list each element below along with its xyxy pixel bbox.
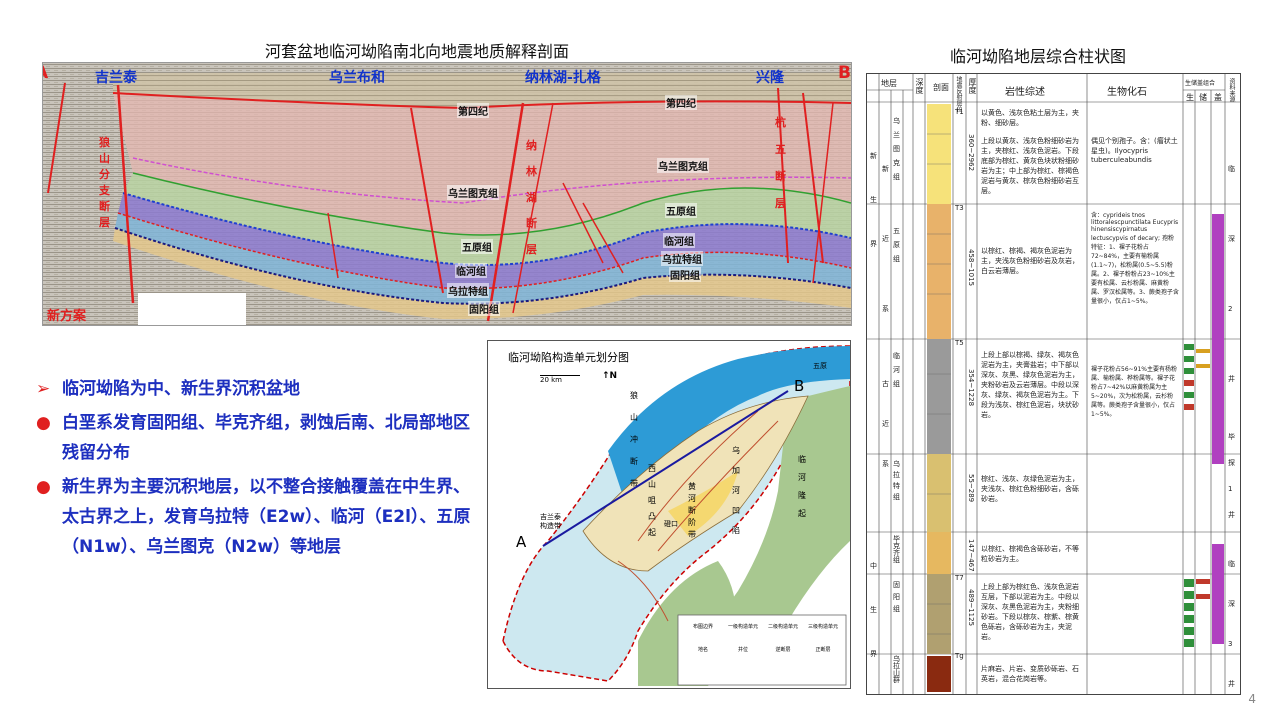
seismic-title: 河套盆地临河坳陷南北向地震地质解释剖面 (265, 42, 570, 61)
scheme-label: 新方案 (47, 309, 87, 324)
hdr-thickness: 厚度 (968, 78, 977, 94)
place-dengkou: 磴口 (664, 520, 678, 528)
fm-guyang-2: 固阳组 (669, 267, 701, 282)
lith-8: 片麻岩、片岩、变质砂砾岩、石英岩，混合花岗岩等。 (981, 665, 1079, 683)
fm-label-guyang: 固阳组 (893, 581, 900, 613)
reflector-tg: Tg (955, 652, 964, 660)
bullet-2: ● 白垩系发育固阳组、毕克齐组，剥蚀后南、北局部地区残留分布 (36, 413, 470, 463)
fm-wulantuke-2: 乌兰图克组 (657, 158, 709, 173)
system-neogene: 新近系 (882, 165, 889, 313)
place-nalinhu-zhage: 纳林湖-扎格 (525, 70, 601, 86)
blank-mask (138, 293, 246, 325)
unit-linhe-uplift: 临河隆起 (798, 455, 806, 518)
fm-linhe-2: 临河组 (663, 233, 695, 248)
fm-wulantuke-1: 乌兰图克组 (447, 185, 499, 200)
column-title: 临河坳陷地层综合柱状图 (950, 47, 1127, 66)
fm-guyang-1: 固阳组 (468, 301, 500, 316)
hdr-wells: 资料来源 (1228, 78, 1235, 102)
fault-label-left: 狼山分 支断层 (99, 136, 110, 229)
unit-langshan: 狼山冲断带 (630, 391, 638, 488)
column-grid (867, 74, 1240, 694)
hdr-section: 剖面 (933, 83, 949, 92)
hdr-strata: 地层 (881, 79, 897, 88)
unit-huanghe: 黄河断阶带 (688, 482, 696, 539)
fault-label-right: 杭五断 层 (775, 116, 786, 210)
map-end-a: A (516, 533, 527, 551)
map-legend: 布图边界 一级构造单元 二级构造单元 三级构造单元 地名 井位 逆断层 正断层 (692, 624, 838, 653)
thick-5: 147~467 (967, 539, 975, 572)
structure-map: 临河坳陷构造单元划分图 20 km ↑N A B 狼山冲断带 西山咀凸起 吉兰泰… (487, 340, 851, 689)
thick-6: 489~1125 (967, 589, 975, 627)
place-wulanbuhe: 乌兰布和 (329, 70, 385, 86)
hdr-fossils: 生物化石 (1107, 87, 1147, 98)
unit-jilantai: 吉兰泰 构造带 (540, 513, 561, 530)
hdr-cap: 盖 (1214, 93, 1222, 102)
bullet-3: ● 新生界为主要沉积地层，以不整合接触覆盖在中生界、太古界之上，发育乌拉特（E2w… (36, 477, 471, 557)
unit-xishanzui: 西山咀凸起 (648, 464, 656, 537)
fm-label-wulantuke: 乌兰图克组 (893, 117, 900, 181)
thick-4: 55~289 (967, 474, 975, 503)
fm-quaternary-2: 第四纪 (665, 95, 697, 110)
hdr-reservoir: 储 (1199, 93, 1207, 102)
fm-quaternary-1: 第四纪 (457, 103, 489, 118)
fm-label-wulate: 乌拉特组 (893, 460, 900, 501)
lith-3: 以棕红、棕褐、褐灰色泥岩为主，夹浅灰色粉细砂岩及灰岩，白云岩薄层。 (981, 247, 1079, 275)
fault-label-mid: 纳林湖 断层 (526, 139, 537, 256)
fm-label-wulashan: 乌拉山群 (893, 655, 900, 684)
bullet-list: ➢ 临河坳陷为中、新生界沉积盆地 ● 白垩系发育固阳组、毕克齐组，剥蚀后南、北局部地… (36, 374, 476, 562)
lith-5: 棕红、浅灰、灰绿色泥岩为主，夹浅灰、棕红色粉细砂岩，含砾砂岩。 (981, 475, 1079, 503)
place-wuyuan: 五原 (813, 362, 827, 370)
reflector-t7: T7 (955, 574, 964, 582)
strat-column: 地层 深度 剖面 地震反射层位 厚度 岩性综述 生物化石 生储盖组合 生 储 盖… (866, 73, 1241, 695)
fm-label-bikeqi: 毕克齐组 (893, 535, 900, 564)
map-end-b: B (794, 377, 805, 395)
thick-3: 354~1228 (967, 369, 975, 407)
unit-wujiahe: 乌加河凹陷 (732, 446, 740, 535)
map-scale: 20 km (540, 375, 580, 384)
fossil-2: 含：cyprideis tnos littoralescpunctilata E… (1091, 212, 1179, 305)
fm-wuyuan-1: 五原组 (461, 239, 493, 254)
reflector-t5: T5 (955, 339, 964, 347)
page-number: 4 (1248, 692, 1256, 706)
reflector-t1: T1 (955, 108, 964, 116)
map-title: 临河坳陷构造单元划分图 (508, 351, 629, 364)
reflector-t3: T3 (955, 204, 964, 212)
era-col: 新生界 (870, 152, 877, 248)
lith-6: 以棕红、棕褐色含砾砂岩，不等粒砂岩为主。 (981, 545, 1079, 563)
fm-label-linhe: 临河组 (893, 352, 900, 388)
lith-4: 上段上部以棕褐、绿灰、褐灰色泥岩为主，夹膏盐岩；中下部以深灰、灰黑、绿灰色泥岩为… (981, 351, 1079, 419)
end-b-label: B (838, 63, 851, 83)
fossil-3: 裸子花粉占56~91%主要有杨粉属、榆粉属、桦粉属等。裸子花粉占7~42%以麻黄… (1091, 366, 1177, 418)
fm-linhe-1: 临河组 (455, 263, 487, 278)
fm-wuyuan-2: 五原组 (665, 203, 697, 218)
era-col-mesozoic: 中生界 (870, 562, 877, 658)
fm-label-wuyuan: 五原组 (893, 227, 900, 263)
fm-wulate-1: 乌拉特组 (447, 283, 489, 298)
thick-2: 458~1015 (967, 249, 975, 287)
hdr-interface: 地震反射层位 (955, 76, 962, 112)
hdr-source: 生 (1186, 93, 1194, 102)
end-a-label: A (43, 63, 48, 83)
fm-wulate-2: 乌拉特组 (661, 251, 703, 266)
place-xinglong: 兴隆 (756, 70, 784, 86)
lith-1: 以黄色、浅灰色粘土层为主，夹粉、细砂层。 (981, 109, 1079, 127)
seismic-profile: A B 吉兰泰 乌兰布和 纳林湖-扎格 兴隆 狼山分 支断层 纳林湖 断层 杭五… (42, 62, 852, 326)
thick-1: 360~2962 (967, 134, 975, 172)
lith-2: 上段以黄灰、浅灰色粉细砂岩为主，夹棕红、浅灰色泥岩。下段底部为棕红、黄灰色块状粉… (981, 137, 1079, 195)
north-arrow-icon: ↑N (602, 371, 618, 381)
bullet-1: ➢ 临河坳陷为中、新生界沉积盆地 (36, 379, 300, 399)
map-drawing (502, 345, 850, 686)
place-jilantai: 吉兰泰 (95, 70, 137, 86)
fossil-1: 偶见个别孢子。含：(瘤状土星虫)。Ilyocypris tuberculeabu… (1091, 137, 1178, 164)
hdr-combo: 生储盖组合 (1185, 80, 1216, 87)
system-paleogene: 古近系 (882, 380, 889, 468)
hdr-lithology: 岩性综述 (1005, 87, 1045, 98)
hdr-depth: 深度 (915, 78, 924, 94)
lith-7: 上段上部为棕红色、浅灰色泥岩互层，下部以泥岩为主。中段以深灰、灰黑色泥岩为主，夹… (981, 583, 1079, 641)
seismic-image (43, 63, 851, 325)
